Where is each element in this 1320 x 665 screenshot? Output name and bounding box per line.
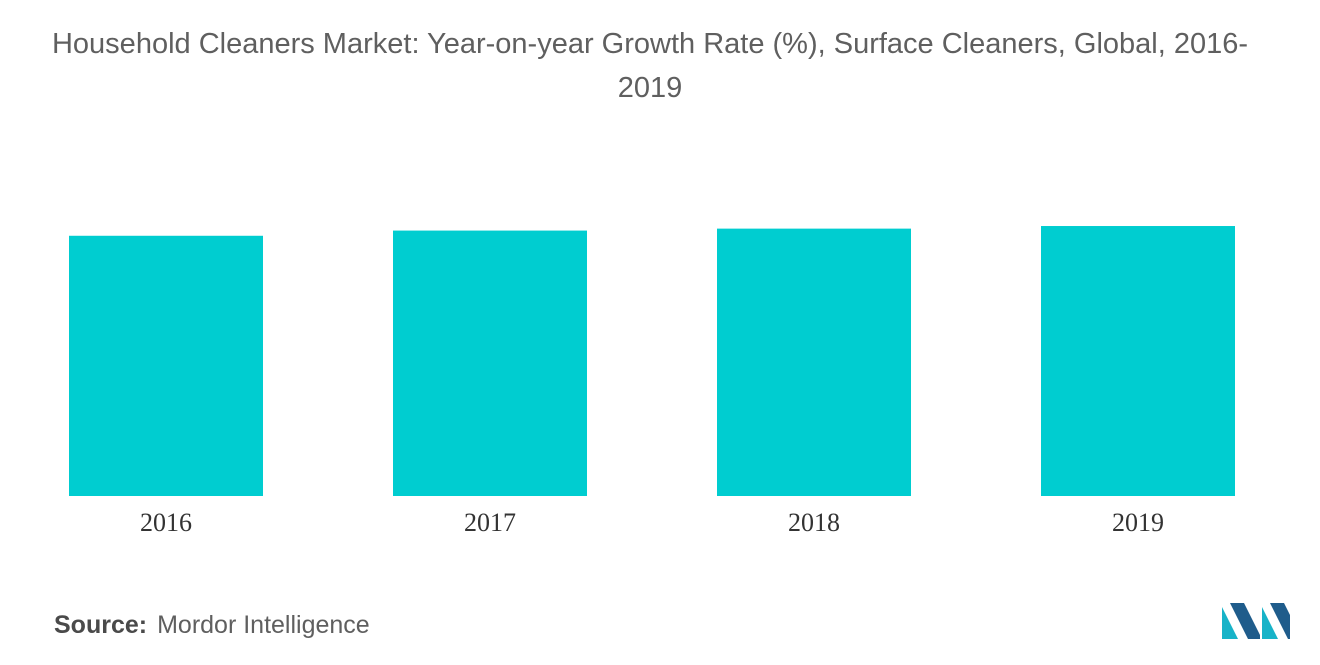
source-note: Source: Mordor Intelligence (54, 611, 370, 640)
chart-title: Household Cleaners Market: Year-on-year … (51, 28, 1249, 104)
x-tick-label-2017: 2017 (464, 508, 516, 537)
bar-2018 (717, 228, 911, 496)
x-tick-label-2019: 2019 (1112, 508, 1164, 537)
source-label: Source: (54, 611, 148, 639)
source-text: Mordor Intelligence (157, 611, 370, 639)
bar-2017 (393, 230, 587, 497)
mordor-intelligence-logo-icon (1222, 603, 1290, 639)
bar-2019 (1041, 226, 1235, 496)
x-tick-label-2016: 2016 (140, 508, 192, 537)
x-tick-label-2018: 2018 (788, 508, 840, 537)
bar-chart: 2016 2017 2018 2019 (69, 226, 1235, 537)
bar-2016 (69, 235, 263, 496)
